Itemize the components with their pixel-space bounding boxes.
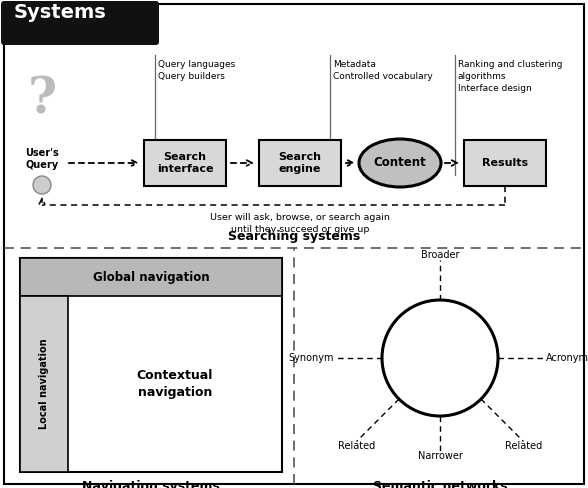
Text: Query languages
Query builders: Query languages Query builders [158,60,235,81]
Text: Global navigation: Global navigation [93,270,209,284]
Ellipse shape [382,300,498,416]
Text: Systems: Systems [14,3,107,22]
FancyBboxPatch shape [1,1,159,45]
Text: Contextual
navigation: Contextual navigation [137,369,213,399]
Text: Related: Related [338,442,375,451]
Text: Results: Results [482,158,528,168]
Text: Acronym: Acronym [546,353,588,363]
Text: User's
Query: User's Query [25,148,59,170]
Text: Navigation systems: Navigation systems [82,480,220,488]
Bar [20,296,68,472]
Text: Semantic networks: Semantic networks [373,480,507,488]
FancyBboxPatch shape [259,140,341,186]
Text: Synonym: Synonym [289,353,334,363]
Text: Related: Related [505,442,542,451]
Text: Content: Content [373,157,426,169]
FancyBboxPatch shape [144,140,226,186]
Text: User will ask, browse, or search again
until they succeed or give up: User will ask, browse, or search again u… [210,213,390,234]
Text: Search
interface: Search interface [157,152,213,174]
Text: Broader: Broader [421,250,459,260]
Text: Ranking and clustering
algorithms
Interface design: Ranking and clustering algorithms Interf… [458,60,563,93]
Text: ?: ? [28,76,56,124]
Text: Local navigation: Local navigation [39,339,49,429]
Bar [20,258,282,296]
Text: Search
engine: Search engine [279,152,322,174]
Ellipse shape [33,176,51,194]
Bar [20,258,282,472]
Text: Narrower: Narrower [417,451,462,461]
Text: Metadata
Controlled vocabulary: Metadata Controlled vocabulary [333,60,433,81]
Text: Searching systems: Searching systems [228,230,360,243]
FancyBboxPatch shape [464,140,546,186]
Ellipse shape [359,139,441,187]
